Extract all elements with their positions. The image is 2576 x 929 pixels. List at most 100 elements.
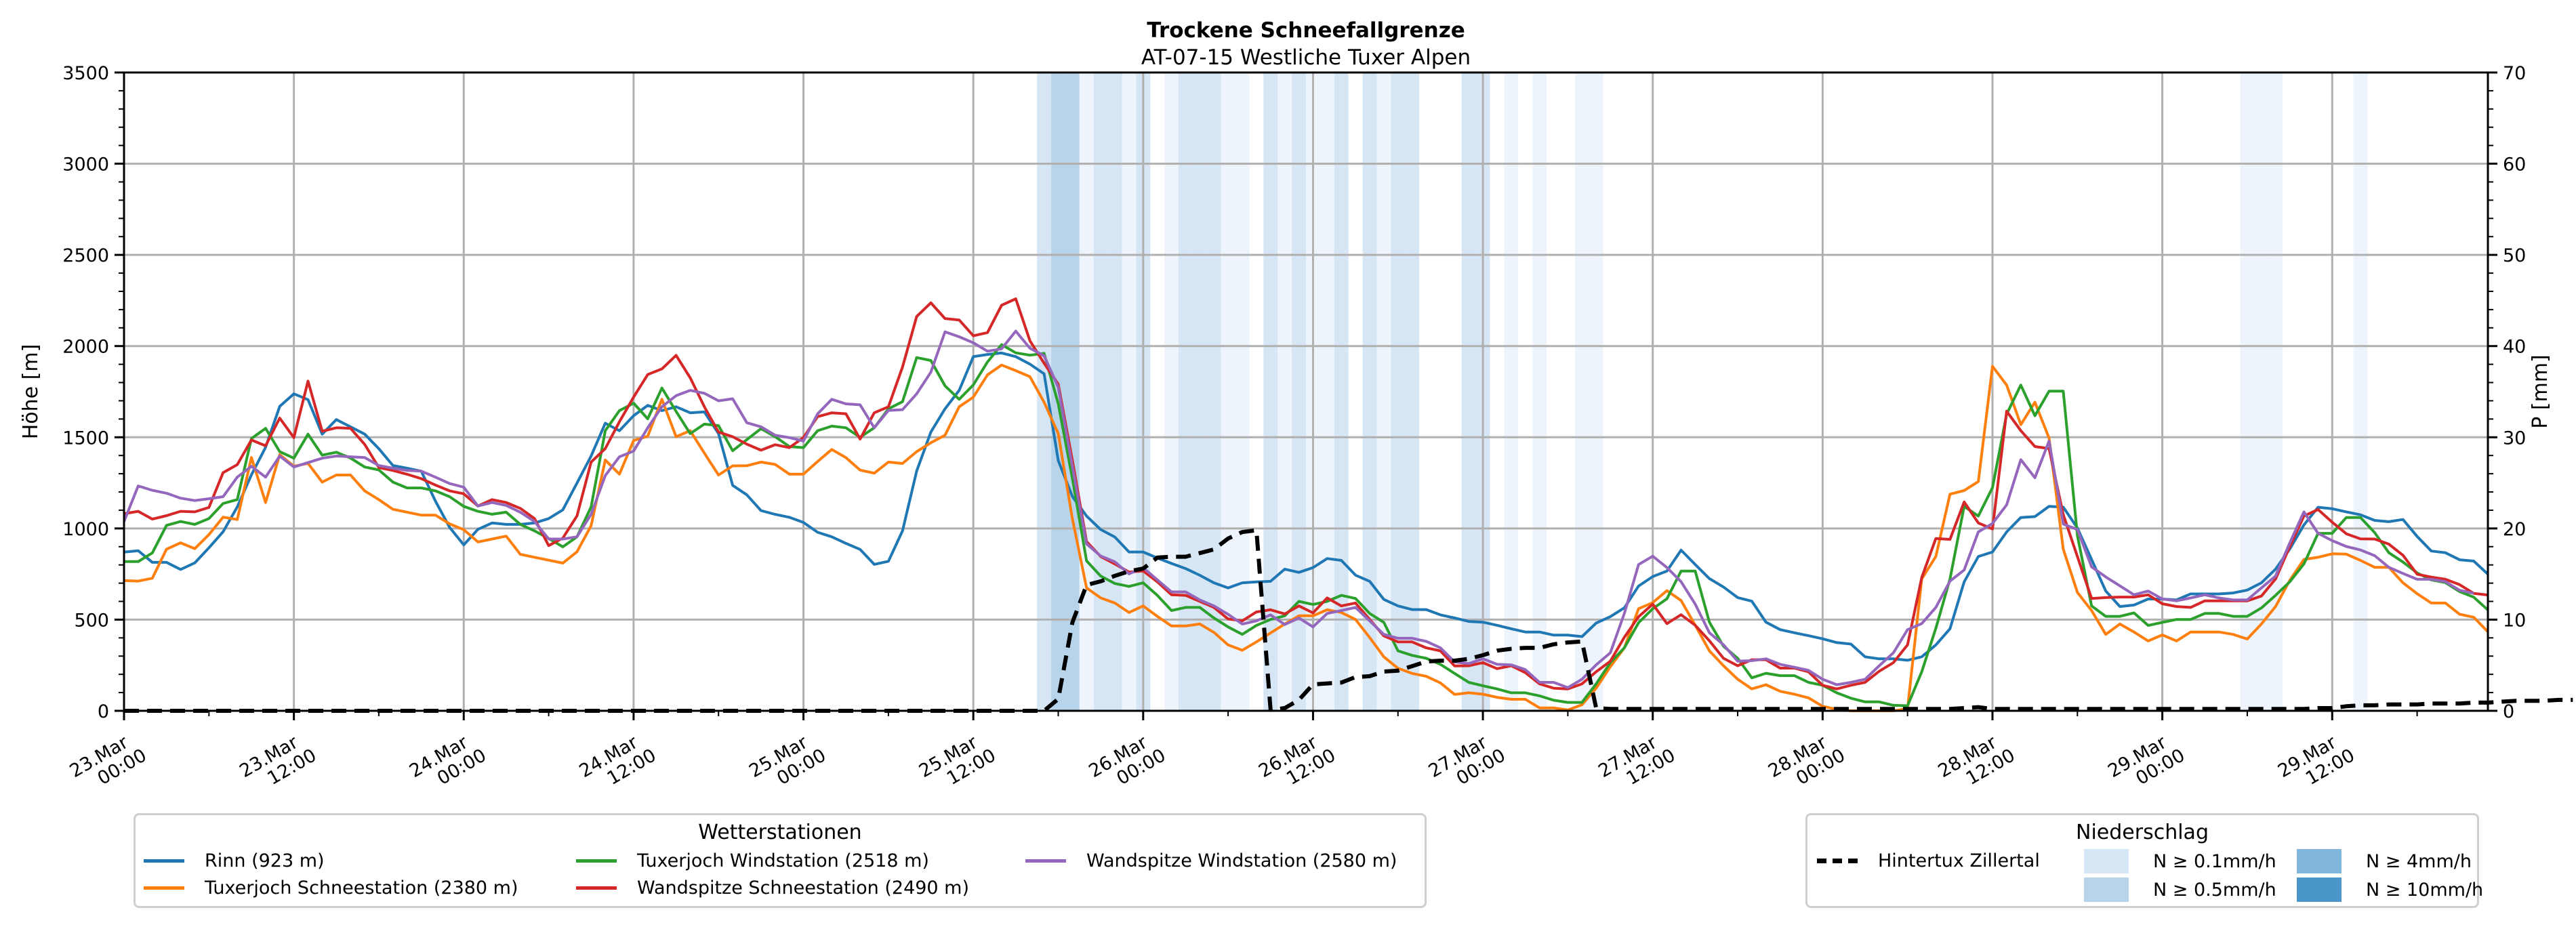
legend-swatch (1025, 859, 1066, 863)
y2-tick-label: 10 (2503, 610, 2526, 631)
y-tick-label: 3500 (62, 63, 109, 84)
legend-item-precip-4[interactable]: N ≥ 4mm/h (2297, 849, 2472, 873)
y2-tick-label: 60 (2503, 154, 2526, 176)
series-line-hintertux-zillertal (124, 528, 2573, 713)
precip-band (1192, 73, 1207, 711)
precip-band (1391, 73, 1406, 711)
series-line-rinn-923-m (123, 351, 2489, 662)
plot-frame (123, 71, 2489, 712)
legend-item-precip-10[interactable]: N ≥ 10mm/h (2297, 878, 2483, 902)
legend-item-rinn[interactable]: Rinn (923 m) (144, 850, 325, 871)
legend-label: N ≥ 4mm/h (2366, 850, 2472, 872)
precip-band (1164, 73, 1179, 711)
series-line-wandspitze-schneestation-2490-m (123, 297, 2489, 690)
series-line-tuxerjoch-windstation-2518-m (124, 343, 2489, 707)
y2-axis-label: P [mm] (2529, 354, 2552, 428)
legend-swatch (576, 859, 617, 863)
legend-precip-title: Niederschlag (2076, 821, 2209, 844)
legend-label: Tuxerjoch Windstation (2518 m) (637, 850, 929, 871)
precip-band (1235, 73, 1250, 711)
legend-label: N ≥ 10mm/h (2366, 879, 2484, 901)
legend-stations-title: Wetterstationen (698, 821, 862, 844)
legend-swatch (576, 886, 617, 890)
legend-stations: Wetterstationen Rinn (923 m) Tuxerjoch S… (134, 813, 1427, 908)
precip-band (1037, 73, 1052, 711)
precip-band (2240, 73, 2255, 711)
y-tick-label: 2500 (62, 245, 109, 266)
chart-title: Trockene Schneefallgrenze (1147, 18, 1465, 43)
precip-band (1589, 73, 1603, 711)
precip-band (1292, 73, 1306, 711)
legend-swatch-dashed (1817, 859, 1858, 863)
precip-band (1504, 73, 1519, 711)
legend-item-wandspitze-schneestation[interactable]: Wandspitze Schneestation (2490 m) (576, 878, 969, 899)
y-tick-label: 2000 (62, 337, 109, 358)
axis-ticks: 0 500 1000 1500 2000 2500 3000 3500 0 10 20 30 40 50 6… (62, 63, 2526, 789)
precip-band (1320, 73, 1334, 711)
legend-item-precip-0-1[interactable]: N ≥ 0.1mm/h (2084, 849, 2276, 873)
precip-band (2254, 73, 2269, 711)
legend-swatch-box (2084, 849, 2129, 873)
y-tick-label: 3000 (62, 154, 109, 176)
chart-subtitle: AT-07-15 Westliche Tuxer Alpen (1141, 45, 1471, 70)
y2-tick-label: 40 (2503, 337, 2526, 358)
y2-tick-label: 50 (2503, 245, 2526, 266)
legend-item-tuxerjoch-windstation[interactable]: Tuxerjoch Windstation (2518 m) (576, 850, 929, 871)
legend-item-wandspitze-windstation[interactable]: Wandspitze Windstation (2580 m) (1025, 850, 1397, 871)
legend-precip: Niederschlag Hintertux Zillertal N ≥ 0.1… (1805, 813, 2483, 908)
precip-band (1334, 73, 1349, 711)
y-tick-label: 1000 (62, 519, 109, 540)
precip-band (1079, 73, 1094, 711)
legend-label: Wandspitze Windstation (2580 m) (1086, 850, 1397, 871)
legend-label: Tuxerjoch Schneestation (2380 m) (205, 878, 518, 899)
series-lines (123, 297, 2573, 713)
y2-tick-label: 70 (2503, 63, 2526, 84)
precip-band (1461, 73, 1476, 711)
y-tick-label: 500 (74, 610, 109, 631)
precip-band (2268, 73, 2283, 711)
y-axis-label: Höhe [m] (19, 344, 43, 440)
precip-band (1179, 73, 1193, 711)
legend-item-tuxerjoch-schneestation[interactable]: Tuxerjoch Schneestation (2380 m) (144, 878, 518, 899)
y2-tick-label: 20 (2503, 519, 2526, 540)
precip-band (1221, 73, 1235, 711)
precip-bands (1037, 73, 2368, 711)
legend-swatch-box (2297, 878, 2342, 902)
series-line-tuxerjoch-schneestation-2380-m (123, 363, 2489, 712)
legend-item-precip-0-5[interactable]: N ≥ 0.5mm/h (2084, 878, 2276, 902)
precip-band (1376, 73, 1391, 711)
precip-band (1065, 73, 1080, 711)
precip-band (1574, 73, 1589, 711)
legend-swatch (144, 886, 184, 890)
y-tick-label: 1500 (62, 428, 109, 449)
legend-label: N ≥ 0.1mm/h (2153, 850, 2276, 872)
legend-item-hintertux[interactable]: Hintertux Zillertal (1817, 850, 2040, 871)
series-line-wandspitze-windstation-2580-m (123, 329, 2474, 689)
legend-swatch-box (2084, 878, 2129, 902)
legend-label: Rinn (923 m) (205, 850, 325, 871)
legend-swatch (144, 859, 184, 863)
precip-band (1107, 73, 1122, 711)
precip-band (1277, 73, 1292, 711)
precip-band (2353, 73, 2368, 711)
precip-band (1532, 73, 1547, 711)
legend-label: N ≥ 0.5mm/h (2153, 879, 2276, 901)
precip-band (1263, 73, 1278, 711)
precip-band (1405, 73, 1420, 711)
legend-label: Wandspitze Schneestation (2490 m) (637, 878, 970, 899)
precip-band (1362, 73, 1377, 711)
precip-band (1122, 73, 1137, 711)
